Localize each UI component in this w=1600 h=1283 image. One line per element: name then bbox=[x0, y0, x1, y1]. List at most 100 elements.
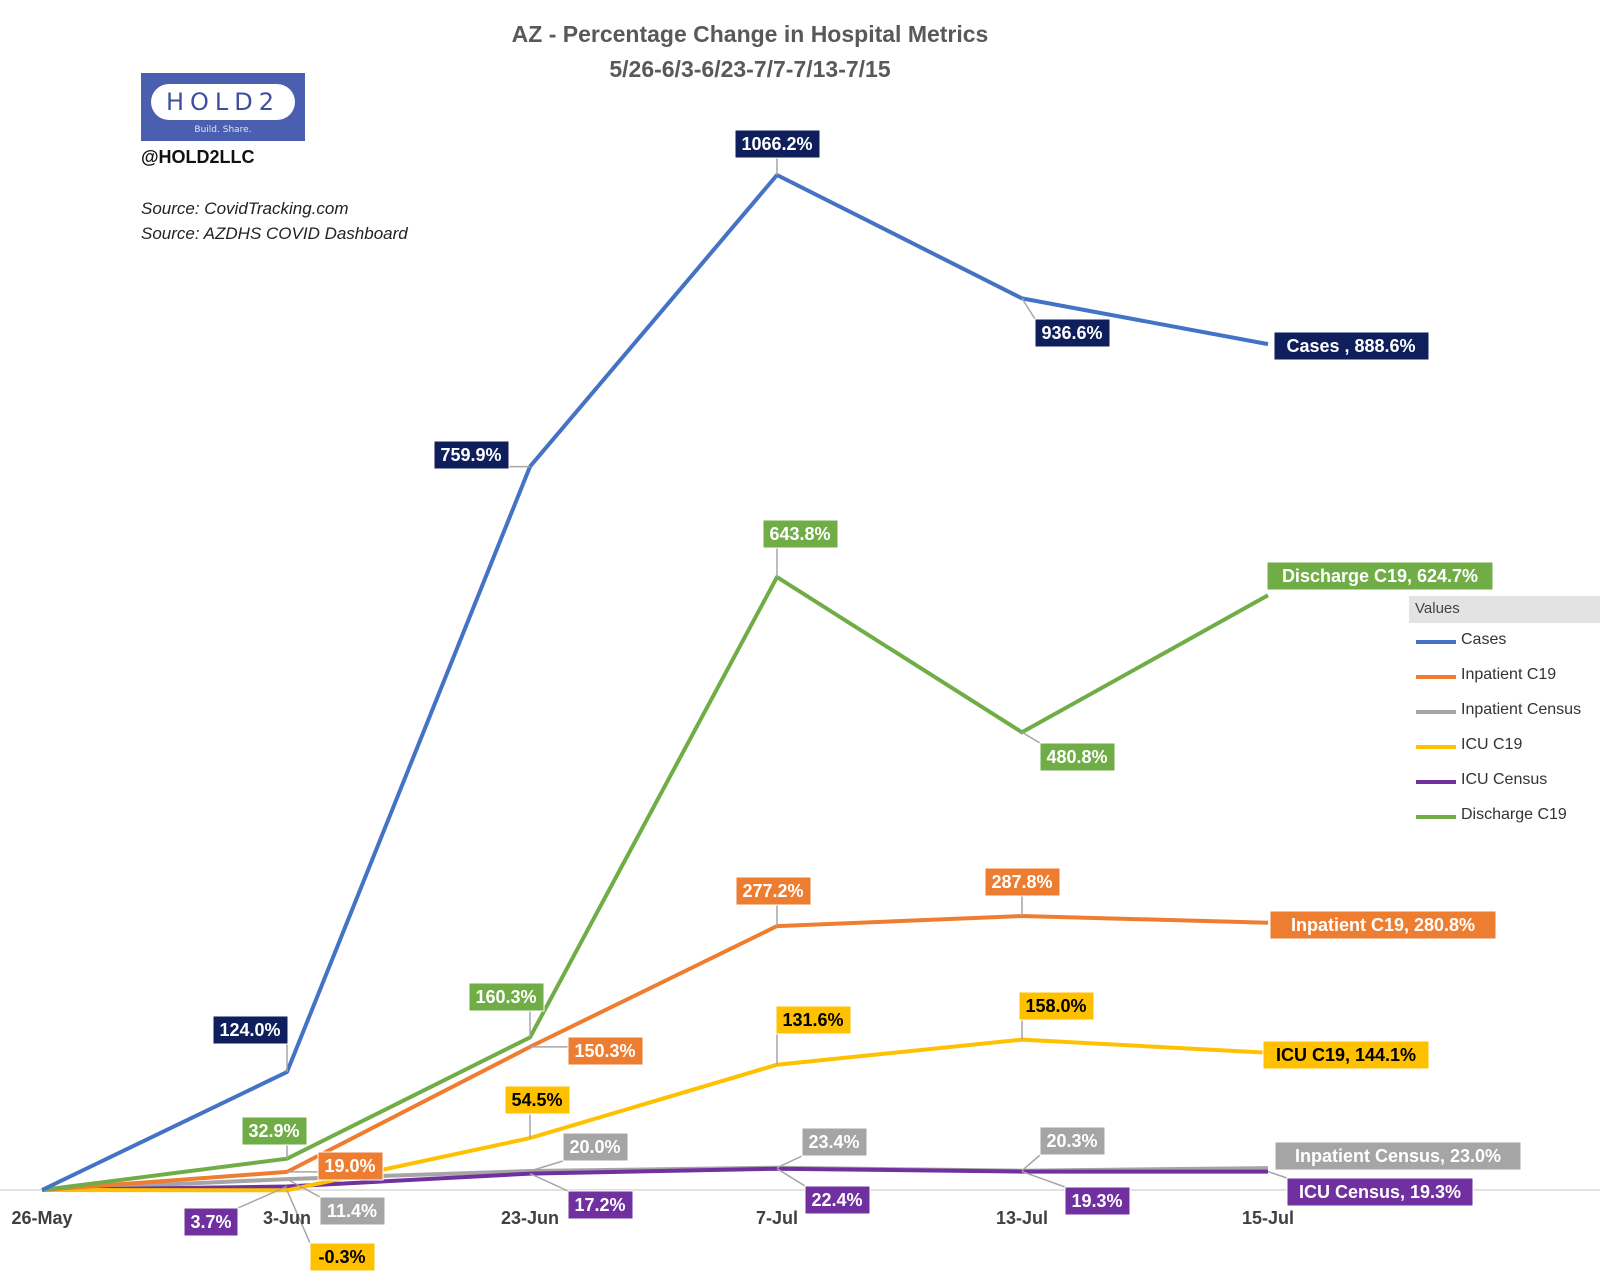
label-leader-lines bbox=[237, 158, 1288, 1244]
legend-label: Inpatient C19 bbox=[1461, 666, 1557, 683]
data-label-inpatient-c19-5: Inpatient C19, 280.8% bbox=[1291, 915, 1475, 935]
label-box-icu-census-5 bbox=[1286, 1177, 1474, 1207]
label-box-icu-census-1 bbox=[183, 1207, 239, 1237]
data-label-cases-5: Cases , 888.6% bbox=[1286, 336, 1415, 356]
leader-discharge-c19-4 bbox=[1021, 731, 1041, 744]
x-tick-label: 15-Jul bbox=[1242, 1208, 1294, 1228]
logo-text: HOLD2 bbox=[151, 84, 295, 120]
data-label-icu-c19-5: ICU C19, 144.1% bbox=[1276, 1045, 1416, 1065]
legend-swatch bbox=[1416, 640, 1456, 644]
label-box-cases-2 bbox=[433, 440, 510, 470]
legend-label: Inpatient Census bbox=[1461, 701, 1582, 718]
leader-icu-census-1 bbox=[237, 1185, 288, 1209]
legend-item-icu-c19: ICU C19 bbox=[1409, 728, 1600, 763]
data-label-icu-census-3: 22.4% bbox=[811, 1190, 862, 1210]
data-label-inpatient-census-4: 20.3% bbox=[1046, 1131, 1097, 1151]
legend-label: ICU Census bbox=[1461, 771, 1548, 788]
label-box-inpatient-c19-4 bbox=[984, 867, 1061, 897]
data-label-icu-census-1: 3.7% bbox=[190, 1212, 231, 1232]
label-box-icu-c19-4 bbox=[1018, 991, 1095, 1021]
leader-icu-census-2 bbox=[529, 1172, 569, 1192]
label-box-cases-4 bbox=[1034, 318, 1111, 348]
label-box-discharge-c19-5 bbox=[1266, 561, 1494, 591]
chart-subtitle: 5/26-6/3-6/23-7/7-7/13-7/15 bbox=[609, 56, 891, 82]
data-label-inpatient-census-3: 23.4% bbox=[808, 1132, 859, 1152]
twitter-handle: @HOLD2LLC bbox=[141, 147, 255, 167]
data-label-discharge-c19-4: 480.8% bbox=[1046, 747, 1107, 767]
legend-item-inpatient-census: Inpatient Census bbox=[1409, 693, 1600, 728]
label-box-cases-1 bbox=[212, 1015, 289, 1045]
logo-tagline: Build. Share. bbox=[194, 125, 252, 135]
x-tick-label: 23-Jun bbox=[501, 1208, 559, 1228]
source-2: Source: AZDHS COVID Dashboard bbox=[141, 224, 408, 243]
label-box-inpatient-c19-2 bbox=[567, 1036, 644, 1066]
legend-item-icu-census: ICU Census bbox=[1409, 763, 1600, 798]
label-box-icu-c19-2 bbox=[504, 1085, 571, 1115]
data-label-inpatient-census-2: 20.0% bbox=[569, 1137, 620, 1157]
legend-item-cases: Cases bbox=[1409, 623, 1600, 658]
data-label-discharge-c19-2: 160.3% bbox=[475, 987, 536, 1007]
leader-cases-4 bbox=[1021, 297, 1036, 320]
label-box-icu-c19-3 bbox=[775, 1005, 852, 1035]
label-box-inpatient-c19-5 bbox=[1269, 910, 1497, 940]
leader-icu-census-5 bbox=[1267, 1170, 1288, 1179]
label-box-cases-5 bbox=[1273, 331, 1430, 361]
leader-icu-census-4 bbox=[1021, 1170, 1066, 1188]
legend-title: Values bbox=[1409, 596, 1600, 623]
data-label-inpatient-c19-3: 277.2% bbox=[742, 881, 803, 901]
legend-item-inpatient-c19: Inpatient C19 bbox=[1409, 658, 1600, 693]
legend-swatch bbox=[1416, 745, 1456, 749]
data-label-discharge-c19-3: 643.8% bbox=[769, 524, 830, 544]
label-box-icu-c19-5 bbox=[1262, 1040, 1430, 1070]
data-label-inpatient-c19-1: 19.0% bbox=[324, 1156, 375, 1176]
data-label-inpatient-census-1: 11.4% bbox=[327, 1201, 377, 1221]
label-box-inpatient-census-2 bbox=[562, 1132, 629, 1162]
data-label-icu-census-2: 17.2% bbox=[574, 1195, 625, 1215]
label-box-icu-census-3 bbox=[804, 1185, 871, 1215]
source-1: Source: CovidTracking.com bbox=[141, 199, 349, 218]
label-box-inpatient-c19-1 bbox=[317, 1151, 384, 1181]
leader-inpatient-census-3 bbox=[776, 1155, 803, 1169]
series-line-discharge-c19 bbox=[41, 575, 1269, 1192]
legend-swatch bbox=[1416, 780, 1456, 784]
label-box-cases-3 bbox=[734, 129, 821, 159]
label-box-discharge-c19-4 bbox=[1039, 742, 1116, 772]
x-tick-label: 13-Jul bbox=[996, 1208, 1048, 1228]
label-box-inpatient-census-1 bbox=[319, 1196, 386, 1226]
data-label-icu-c19-2: 54.5% bbox=[511, 1090, 562, 1110]
data-label-icu-census-5: ICU Census, 19.3% bbox=[1299, 1182, 1461, 1202]
legend-label: ICU C19 bbox=[1461, 736, 1523, 753]
x-tick-label: 7-Jul bbox=[756, 1208, 798, 1228]
label-box-inpatient-census-3 bbox=[801, 1127, 868, 1157]
legend-swatch bbox=[1416, 675, 1456, 679]
label-box-icu-census-2 bbox=[567, 1190, 634, 1220]
series-line-icu-c19 bbox=[41, 1037, 1269, 1193]
x-tick-label: 26-May bbox=[11, 1208, 72, 1228]
leader-inpatient-census-1 bbox=[286, 1178, 321, 1198]
data-label-cases-4: 936.6% bbox=[1041, 323, 1102, 343]
data-label-inpatient-census-5: Inpatient Census, 23.0% bbox=[1295, 1146, 1501, 1166]
x-tick-labels: 26-May 3-Jun 23-Jun 7-Jul 13-Jul 15-Jul bbox=[11, 1208, 1294, 1228]
data-label-inpatient-c19-2: 150.3% bbox=[574, 1041, 635, 1061]
chart-title: AZ - Percentage Change in Hospital Metri… bbox=[511, 21, 989, 47]
data-label-discharge-c19-5: Discharge C19, 624.7% bbox=[1282, 566, 1478, 586]
data-label-icu-c19-4: 158.0% bbox=[1025, 996, 1086, 1016]
legend-swatch bbox=[1416, 710, 1456, 714]
label-box-discharge-c19-1 bbox=[241, 1116, 308, 1146]
data-label-cases-3: 1066.2% bbox=[741, 134, 812, 154]
legend-swatch bbox=[1416, 815, 1456, 819]
data-labels: 124.0% 759.9% 1066.2% 936.6% Cases , 888.6% 1… bbox=[183, 129, 1522, 1272]
label-box-discharge-c19-3 bbox=[762, 519, 839, 549]
label-box-inpatient-census-5 bbox=[1274, 1141, 1522, 1171]
label-box-icu-c19-1 bbox=[309, 1242, 376, 1272]
leader-inpatient-census-2 bbox=[529, 1160, 564, 1172]
legend: Values Cases Inpatient C19 Inpatient Censu… bbox=[1409, 596, 1600, 833]
label-box-inpatient-census-4 bbox=[1039, 1126, 1106, 1156]
label-box-discharge-c19-2 bbox=[468, 982, 545, 1012]
series-line-inpatient-c19 bbox=[41, 914, 1269, 1192]
legend-item-discharge-c19: Discharge C19 bbox=[1409, 798, 1600, 833]
legend-label: Cases bbox=[1461, 631, 1507, 648]
series-line-icu-census bbox=[41, 1166, 1268, 1192]
leader-icu-c19-1 bbox=[286, 1190, 311, 1244]
